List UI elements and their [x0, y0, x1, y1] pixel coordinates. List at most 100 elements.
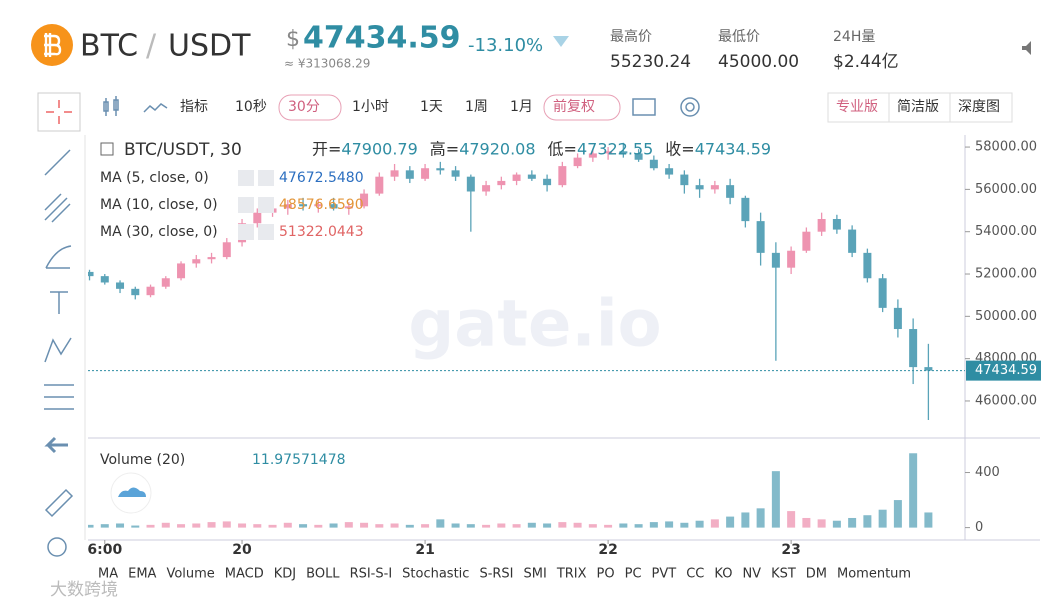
- text-tool[interactable]: [50, 291, 68, 314]
- footer-watermark: 大数跨境: [50, 580, 118, 600]
- volume-bar: [466, 524, 475, 528]
- ma-settings[interactable]: [238, 170, 254, 186]
- ma-settings[interactable]: [238, 224, 254, 240]
- indicator-tab[interactable]: EMA: [128, 567, 156, 582]
- volume-bar: [787, 511, 796, 528]
- candle-body: [329, 204, 338, 209]
- volume-bar: [238, 523, 247, 528]
- y-tick-label: 50000.00: [975, 309, 1037, 324]
- interval-btn[interactable]: 10秒: [235, 99, 267, 115]
- candle-body: [695, 185, 704, 190]
- sound-icon[interactable]: [1022, 41, 1031, 55]
- y-tick-label: 58000.00: [975, 140, 1037, 155]
- pattern-tool[interactable]: [44, 337, 72, 363]
- v-tick-label: 0: [975, 520, 983, 535]
- candle-body: [253, 212, 262, 224]
- down-arrow: [553, 36, 569, 47]
- ohlc-label: 高=: [430, 140, 459, 159]
- crosshair-tool[interactable]: [37, 92, 81, 132]
- interval-btn[interactable]: 30分: [288, 99, 320, 115]
- measure-tool[interactable]: [44, 384, 74, 410]
- indicator-tab[interactable]: Stochastic: [402, 567, 469, 582]
- collapse-btn[interactable]: [100, 142, 114, 156]
- candle-body: [619, 151, 628, 154]
- interval-btn[interactable]: 1月: [510, 99, 533, 115]
- brush-tool[interactable]: [45, 245, 72, 269]
- volume-bar: [878, 509, 887, 528]
- volume-bar: [802, 517, 811, 528]
- indicator-tab[interactable]: DM: [806, 567, 827, 582]
- ma-name: MA (5, close, 0): [100, 170, 209, 186]
- x-tick-label: 21: [415, 542, 434, 558]
- screenshot-icon[interactable]: [632, 98, 656, 116]
- volume-bar: [695, 520, 704, 528]
- indicator-tab[interactable]: RSI-S-I: [350, 567, 393, 582]
- volume-bar: [832, 520, 841, 528]
- ma-value: 48576.6590: [279, 197, 364, 213]
- ma-settings[interactable]: [238, 197, 254, 213]
- indicator-tab[interactable]: PVT: [652, 567, 677, 582]
- volume-bar: [177, 524, 186, 528]
- candle-body: [360, 193, 369, 207]
- interval-btn[interactable]: 1周: [465, 99, 488, 115]
- indicator-tab[interactable]: Momentum: [837, 567, 911, 582]
- indicator-tab[interactable]: CC: [686, 567, 704, 582]
- view-btn[interactable]: 专业版: [836, 99, 878, 115]
- stat-label: 24H量: [833, 29, 875, 45]
- zoom-tool[interactable]: [47, 537, 67, 557]
- back-tool[interactable]: [44, 436, 68, 454]
- candle-body: [207, 257, 216, 260]
- indicator-tab[interactable]: MA: [98, 567, 118, 582]
- stats: 最高价 55230.24 最低价 45000.00 24H量 $2.44亿: [610, 28, 899, 72]
- ma-remove[interactable]: [258, 170, 274, 186]
- interval-btn[interactable]: 1小时: [352, 99, 389, 115]
- view-btn[interactable]: 简洁版: [897, 98, 939, 115]
- candle-body: [421, 168, 430, 179]
- change: -13.10%: [468, 35, 543, 56]
- ruler-tool[interactable]: [44, 488, 74, 518]
- view-btn[interactable]: 深度图: [958, 99, 1000, 115]
- volume-bar: [192, 523, 201, 528]
- settings-icon[interactable]: [680, 97, 700, 117]
- volume-bar: [588, 524, 597, 528]
- sidebar: [44, 149, 74, 557]
- candle-body: [771, 252, 780, 268]
- indicator-tab[interactable]: BOLL: [306, 567, 340, 582]
- volume-bar: [756, 508, 765, 528]
- indicator-tab[interactable]: Volume: [166, 567, 214, 582]
- indicator-tab[interactable]: PC: [625, 567, 642, 582]
- intervals: 10秒 30分 1小时 1天 1周 1月: [235, 94, 533, 121]
- indicator-tab[interactable]: KDJ: [274, 567, 296, 582]
- indicator-tab[interactable]: TRIX: [556, 567, 587, 582]
- indicator-tab[interactable]: MACD: [225, 567, 264, 582]
- ma-remove[interactable]: [258, 197, 274, 213]
- volume-bar: [558, 522, 567, 528]
- candle-body: [436, 168, 445, 171]
- indicator-tab[interactable]: PO: [597, 567, 615, 582]
- cloud-btn[interactable]: [110, 472, 152, 514]
- adjust-pill: [543, 94, 621, 121]
- coin-glyph: [44, 33, 62, 57]
- indicator-tab[interactable]: S-RSI: [479, 567, 513, 582]
- indicator-tab[interactable]: SMI: [524, 567, 547, 582]
- interval-btn[interactable]: 1天: [420, 99, 443, 115]
- last-price-label: 47434.59: [975, 363, 1037, 378]
- line-icon[interactable]: [143, 103, 168, 113]
- y-tick-label: 46000.00: [975, 393, 1037, 408]
- indicator-tab[interactable]: KST: [771, 567, 796, 582]
- trend-tool[interactable]: [44, 149, 71, 176]
- ma-remove[interactable]: [258, 224, 274, 240]
- candle-icon[interactable]: [103, 96, 119, 116]
- volume-bar: [299, 524, 308, 528]
- volume-bar: [710, 519, 719, 528]
- candle-body: [482, 185, 491, 192]
- indicators-btn[interactable]: 指标: [180, 99, 208, 115]
- fib-tool[interactable]: [44, 193, 71, 223]
- candle-body: [405, 170, 414, 179]
- volume-bar: [497, 523, 506, 528]
- volume-bar: [573, 522, 582, 528]
- volume-bar: [909, 453, 918, 528]
- indicator-tab[interactable]: KO: [714, 567, 732, 582]
- indicator-tab[interactable]: NV: [742, 567, 761, 582]
- adjust-btn[interactable]: 前复权: [553, 98, 595, 115]
